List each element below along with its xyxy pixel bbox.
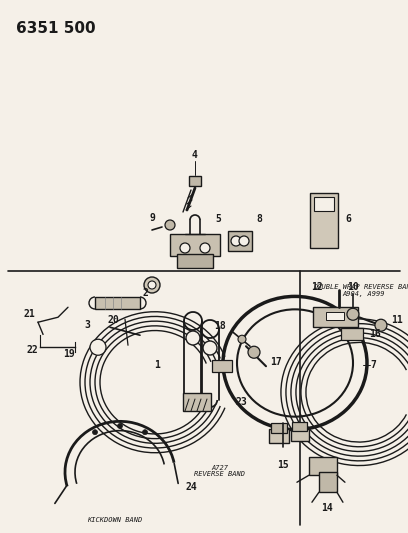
Circle shape (186, 331, 200, 345)
Circle shape (231, 236, 241, 246)
Circle shape (118, 424, 122, 429)
Text: DOUBLE WRAP REVERSE BAND
A904, A999: DOUBLE WRAP REVERSE BAND A904, A999 (313, 284, 408, 297)
Circle shape (165, 220, 175, 230)
Text: 8: 8 (256, 214, 262, 224)
Bar (341, 328, 363, 340)
Bar (170, 234, 220, 256)
Bar (271, 423, 287, 433)
Text: 10: 10 (347, 282, 359, 292)
Circle shape (248, 346, 260, 358)
Text: 2: 2 (142, 288, 148, 298)
Text: 4: 4 (192, 150, 198, 160)
Circle shape (142, 430, 148, 435)
Text: 18: 18 (214, 321, 226, 331)
Circle shape (200, 243, 210, 253)
Circle shape (180, 243, 190, 253)
Bar (183, 393, 211, 411)
Text: 20: 20 (108, 315, 120, 325)
Bar (314, 197, 334, 211)
Text: 23: 23 (235, 397, 247, 407)
Circle shape (375, 319, 387, 331)
Circle shape (347, 308, 359, 320)
Bar (189, 176, 201, 186)
Bar (212, 360, 232, 372)
Circle shape (90, 339, 106, 355)
Text: 11: 11 (391, 315, 403, 325)
Bar (95, 297, 140, 309)
Text: 6351 500: 6351 500 (16, 21, 96, 36)
Text: 19: 19 (63, 349, 75, 359)
Bar (269, 429, 289, 442)
Circle shape (144, 277, 160, 293)
Text: 15: 15 (277, 460, 289, 470)
Circle shape (238, 335, 246, 343)
Bar (310, 193, 338, 248)
Text: 16: 16 (369, 329, 381, 339)
Text: 17: 17 (270, 357, 282, 367)
Circle shape (203, 341, 217, 355)
Bar (309, 457, 337, 475)
Bar (326, 312, 344, 320)
Bar (319, 472, 337, 492)
Circle shape (148, 281, 156, 289)
Text: 9: 9 (149, 213, 155, 223)
Text: 1: 1 (154, 360, 160, 370)
Text: KICKDOWN BAND: KICKDOWN BAND (87, 517, 143, 523)
Bar (228, 231, 252, 251)
Text: 22: 22 (26, 345, 38, 355)
Text: 3: 3 (84, 320, 90, 330)
Bar (292, 422, 307, 431)
Bar (177, 254, 213, 268)
Text: 14: 14 (321, 503, 333, 513)
Text: 12: 12 (311, 282, 323, 292)
Text: 21: 21 (23, 309, 35, 319)
Text: 6: 6 (345, 214, 351, 224)
Circle shape (93, 430, 98, 435)
Bar (291, 429, 309, 441)
Circle shape (239, 236, 249, 246)
Text: 7: 7 (370, 360, 376, 370)
Text: 5: 5 (215, 214, 221, 224)
Bar (313, 307, 358, 327)
Text: 24: 24 (185, 482, 197, 492)
Text: A727
REVERSE BAND: A727 REVERSE BAND (195, 464, 246, 478)
